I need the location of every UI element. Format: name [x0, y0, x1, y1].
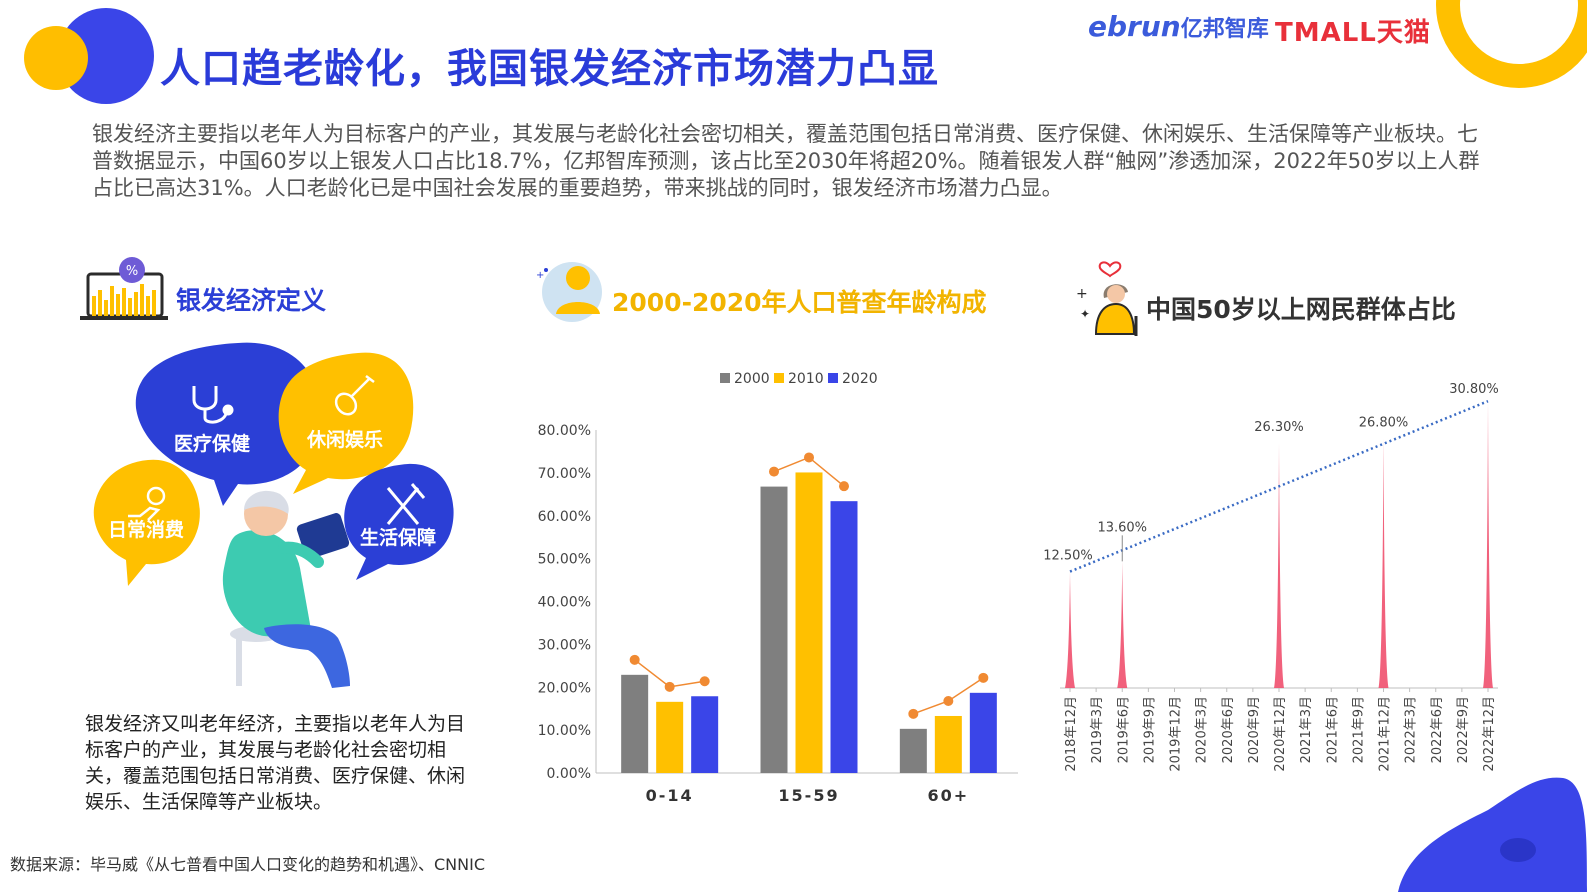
trend-dot-15-59-2000: [769, 466, 779, 477]
x-tick-label: 2021年12月: [1378, 696, 1393, 772]
y-tick-label: 10.00%: [538, 723, 591, 739]
x-tick-label: 2021年9月: [1351, 696, 1366, 763]
legend-label-2000: 2000: [734, 371, 770, 387]
x-tick-label: 2020年12月: [1273, 696, 1288, 772]
bar-chart-icon: %: [80, 257, 168, 320]
bubble-security: 生活保障: [360, 526, 436, 549]
x-category-label: 15-59: [778, 786, 839, 805]
tmall-logo: TMALL天猫: [1275, 18, 1431, 48]
ebrun-logo-text: ebrun: [1088, 10, 1181, 43]
bar-0-14-2020: [691, 696, 719, 773]
x-tick-label: 2021年6月: [1325, 696, 1340, 763]
data-source: 数据来源：毕马威《从七普看中国人口变化的趋势和机遇》、CNNIC: [10, 855, 486, 874]
x-category-label: 0-14: [646, 786, 694, 805]
x-tick-label: 2019年6月: [1116, 696, 1131, 763]
page-title: 人口趋老龄化，我国银发经济市场潜力凸显: [160, 46, 939, 92]
bubble-leisure: 休闲娱乐: [306, 428, 383, 451]
legend-swatch-2010: [774, 373, 784, 383]
section-title-netizens: 中国50岁以上网民群体占比: [1146, 295, 1456, 324]
bar-0-14-2010: [656, 701, 684, 773]
x-tick-label: 2022年9月: [1456, 696, 1471, 763]
x-category-label: 60+: [927, 786, 969, 805]
netizen-share-area-chart: 12.50% 13.60% 26.30% 26.80% 30.80% 2018年12月 20…: [1043, 382, 1499, 772]
y-tick-label: 70.00%: [538, 466, 591, 482]
legend-label-2010: 2010: [788, 371, 824, 387]
x-tick-label: 2019年12月: [1169, 696, 1184, 772]
x-tick-label: 2018年12月: [1064, 696, 1079, 772]
elderly-person-icon: + ✦: [1076, 261, 1138, 336]
bubble-medical: 医疗保健: [174, 432, 250, 455]
y-tick-label: 20.00%: [538, 680, 591, 696]
data-label: 13.60%: [1097, 520, 1147, 535]
x-tick-label: 2021年3月: [1299, 696, 1314, 763]
decorative-yellow-ring: [1436, 0, 1587, 88]
area-spike-2019年6月: [1117, 561, 1128, 688]
y-tick-label: 60.00%: [538, 509, 591, 525]
trend-dot-60+-2000: [908, 708, 919, 719]
silver-economy-illustration: 医疗保健 休闲娱乐 日常消费 生活保障: [93, 342, 454, 688]
x-tick-label: 2022年3月: [1404, 696, 1419, 763]
trend-dot-15-59-2020: [839, 481, 849, 492]
y-tick-label: 0.00%: [547, 766, 591, 782]
area-spike-2021年12月: [1378, 438, 1389, 688]
trend-dot-15-59-2010: [804, 452, 814, 463]
area-spike-2022年12月: [1483, 401, 1493, 688]
section-title-census: 2000-2020年人口普查年龄构成: [612, 288, 987, 317]
fork-knife-icon: [386, 483, 426, 525]
bar-60+-2000: [899, 728, 927, 773]
y-tick-label: 40.00%: [538, 595, 591, 611]
decorative-yellow-circle: [24, 26, 88, 90]
bar-15-59-2010: [795, 472, 823, 773]
section-title-definition: 银发经济定义: [176, 286, 327, 315]
y-tick-label: 30.00%: [538, 637, 591, 653]
x-tick-label: 2019年3月: [1090, 696, 1105, 763]
x-tick-label: 2022年6月: [1430, 696, 1445, 763]
y-tick-label: 80.00%: [538, 423, 591, 439]
svg-text:+: +: [1076, 286, 1088, 302]
census-age-bar-chart: 2000 2010 2020 0.00% 10.00% 20.00% 30.00% 40.00…: [538, 371, 1018, 805]
trend-dot-60+-2020: [978, 672, 989, 683]
bubble-daily: 日常消费: [108, 518, 184, 541]
legend-swatch-2020: [828, 373, 838, 383]
decorative-blue-blob: [1398, 777, 1587, 892]
x-tick-label: 2020年6月: [1221, 696, 1236, 763]
data-label: 30.80%: [1449, 382, 1499, 397]
x-tick-label: 2020年3月: [1195, 696, 1210, 763]
stethoscope-icon: [192, 386, 234, 424]
area-spike-2020年12月: [1274, 443, 1284, 688]
percent-badge: %: [126, 264, 138, 279]
bar-0-14-2000: [621, 674, 649, 773]
trend-dot-0-14-2020: [699, 676, 710, 687]
x-tick-label: 2022年12月: [1482, 696, 1497, 772]
bar-15-59-2000: [760, 486, 788, 773]
svg-text:✦: ✦: [1080, 307, 1090, 321]
person-avatar-icon: +: [536, 262, 602, 322]
legend-swatch-2000: [720, 373, 730, 383]
ebrun-logo: ebrun亿邦智库: [1088, 10, 1269, 43]
guitar-icon: [334, 375, 375, 416]
elderly-person-illustration: [222, 490, 350, 688]
trend-line: [1069, 400, 1489, 573]
bar-60+-2010: [934, 715, 962, 773]
ebrun-logo-cn: 亿邦智库: [1180, 17, 1269, 42]
area-spike-2018年12月: [1065, 571, 1075, 688]
x-tick-label: 2020年9月: [1247, 696, 1262, 763]
bar-60+-2020: [969, 692, 997, 773]
data-label: 12.50%: [1043, 549, 1093, 564]
bar-15-59-2020: [830, 501, 858, 773]
y-tick-label: 50.00%: [538, 552, 591, 568]
svg-text:+: +: [536, 270, 544, 281]
trend-dot-60+-2010: [943, 695, 954, 706]
trend-dot-0-14-2000: [629, 654, 640, 665]
legend-label-2020: 2020: [842, 371, 878, 387]
intro-paragraph: 银发经济主要指以老年人为目标客户的产业，其发展与老龄化社会密切相关，覆盖范围包括…: [92, 122, 1480, 200]
x-tick-label: 2019年9月: [1142, 696, 1157, 763]
definition-description: 银发经济又叫老年经济，主要指以老年人为目标客户的产业，其发展与老龄化社会密切相关…: [85, 713, 466, 813]
hand-coin-icon: [128, 486, 166, 521]
trend-dot-0-14-2010: [664, 681, 675, 692]
data-label: 26.80%: [1359, 415, 1409, 430]
data-label: 26.30%: [1254, 420, 1304, 435]
